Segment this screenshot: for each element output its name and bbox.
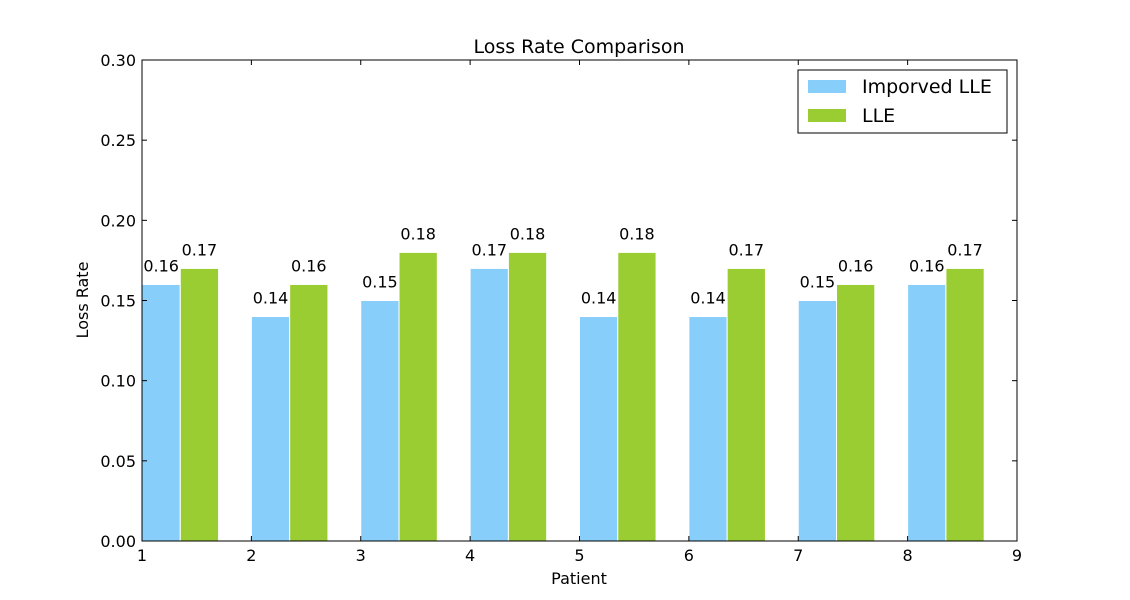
bar-series1-patient-3 xyxy=(398,251,438,542)
legend-label-imporved-lle: Imporved LLE xyxy=(862,76,992,98)
legend-swatch-imporved-lle xyxy=(808,80,846,93)
bar-series0-patient-1 xyxy=(141,283,181,542)
bar-series0-patient-7 xyxy=(797,300,838,542)
y-axis-label: Loss Rate xyxy=(73,262,92,339)
x-tick-label: 5 xyxy=(574,546,584,565)
data-label-series0-patient-3: 0.15 xyxy=(362,273,398,292)
x-tick-label: 9 xyxy=(1012,546,1022,565)
y-tick-label: 0.00 xyxy=(100,532,136,551)
data-label-series1-patient-6: 0.17 xyxy=(728,240,764,259)
x-tick-label: 6 xyxy=(684,546,694,565)
data-label-series1-patient-2: 0.16 xyxy=(291,256,327,275)
bar-series0-patient-8 xyxy=(907,283,947,542)
x-tick-label: 2 xyxy=(246,546,256,565)
data-label-series0-patient-8: 0.16 xyxy=(909,256,945,275)
x-tick-label: 8 xyxy=(903,546,913,565)
data-label-series1-patient-7: 0.16 xyxy=(838,256,874,275)
data-label-series0-patient-7: 0.15 xyxy=(800,273,836,292)
y-tick-label: 0.15 xyxy=(100,292,136,311)
y-tick-label: 0.30 xyxy=(100,51,136,70)
x-tick-label: 1 xyxy=(137,546,147,565)
bar-series0-patient-4 xyxy=(469,267,509,542)
bar-series1-patient-4 xyxy=(507,251,548,542)
data-label-series1-patient-1: 0.17 xyxy=(182,240,218,259)
x-tick-label: 4 xyxy=(465,546,475,565)
chart-title: Loss Rate Comparison xyxy=(473,36,684,58)
bar-series1-patient-8 xyxy=(945,267,985,542)
data-labels-layer: 0.160.140.150.170.14 0.140.150.160.170.16… xyxy=(143,224,983,307)
bar-series1-patient-5 xyxy=(617,251,657,542)
data-label-series1-patient-8: 0.17 xyxy=(947,240,983,259)
data-label-series1-patient-3: 0.18 xyxy=(400,224,436,243)
bar-series1-patient-1 xyxy=(179,267,220,542)
bar-series0-patient-6 xyxy=(688,316,728,542)
bar-series0-patient-5 xyxy=(579,316,619,542)
data-label-series0-patient-5: 0.14 xyxy=(581,289,617,308)
bar-series1-patient-7 xyxy=(836,283,876,542)
y-tick-label: 0.25 xyxy=(100,131,136,150)
data-label-series0-patient-6: 0.14 xyxy=(690,289,726,308)
bar-series0-patient-3 xyxy=(360,300,400,542)
y-tick-label: 0.20 xyxy=(100,211,136,230)
bar-series1-patient-6 xyxy=(726,267,766,542)
y-tick-label: 0.05 xyxy=(100,452,136,471)
x-tick-label: 3 xyxy=(356,546,366,565)
data-label-series1-patient-4: 0.18 xyxy=(510,224,546,243)
legend-label-lle: LLE xyxy=(862,105,895,127)
legend-swatch-lle xyxy=(808,109,846,122)
x-axis-label: Patient xyxy=(551,569,607,588)
legend: Imporved LLE LLE xyxy=(797,69,1008,134)
x-tick-label: 7 xyxy=(793,546,803,565)
bars-layer xyxy=(141,251,985,542)
bar-series0-patient-2 xyxy=(250,316,291,542)
y-axis: 0.00 0.05 0.10 0.15 0.20 0.25 0.30 xyxy=(100,51,1017,551)
data-label-series0-patient-2: 0.14 xyxy=(253,289,289,308)
bar-series1-patient-2 xyxy=(289,283,329,542)
data-label-series1-patient-5: 0.18 xyxy=(619,224,655,243)
y-tick-label: 0.10 xyxy=(100,372,136,391)
data-label-series0-patient-1: 0.16 xyxy=(143,256,179,275)
x-axis: 1 2 3 4 5 6 7 8 9 xyxy=(137,60,1022,565)
data-label-series0-patient-4: 0.17 xyxy=(471,240,507,259)
